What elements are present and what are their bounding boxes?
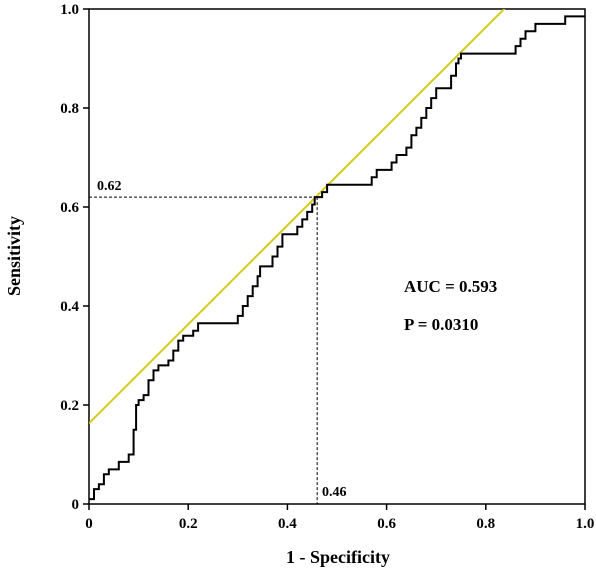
plot-area [88,8,586,505]
y-tick-label: 1.0 [60,2,79,18]
x-tick-label: 0.2 [179,516,198,532]
roc-curve-group [89,15,585,501]
x-tick-label: 0.8 [476,516,495,532]
x-tick-label: 0 [85,516,93,532]
x-tick-label: 0.6 [377,516,396,532]
auc-annotation: AUC = 0.593 [404,277,497,296]
cutoff-guides [89,196,318,504]
x-tick-label: 0.4 [278,516,297,532]
plot-frame [88,8,586,505]
y-tick-label: 0.6 [60,200,79,216]
cutoff-x-label: 0.46 [322,485,347,500]
y-tick-label: 0 [72,497,80,513]
x-tick-label: 1.0 [576,516,595,532]
p-value-annotation: P = 0.0310 [404,315,478,334]
y-axis-title: Sensitivity [4,216,24,296]
roc-curve [89,15,585,501]
y-tick-label: 0.2 [60,398,79,414]
x-axis-title: 1 - Specificity [286,547,390,567]
axis-ticks: 0 0.2 0.4 0.6 0.8 1.0 0 0.2 0.4 0.6 0.8 1.0 [60,2,594,532]
tangent-line-group [89,9,506,425]
y-tick-label: 0.4 [60,299,79,315]
tangent-line [89,9,506,425]
y-tick-label: 0.8 [60,101,79,117]
cutoff-y-label: 0.62 [97,179,122,194]
